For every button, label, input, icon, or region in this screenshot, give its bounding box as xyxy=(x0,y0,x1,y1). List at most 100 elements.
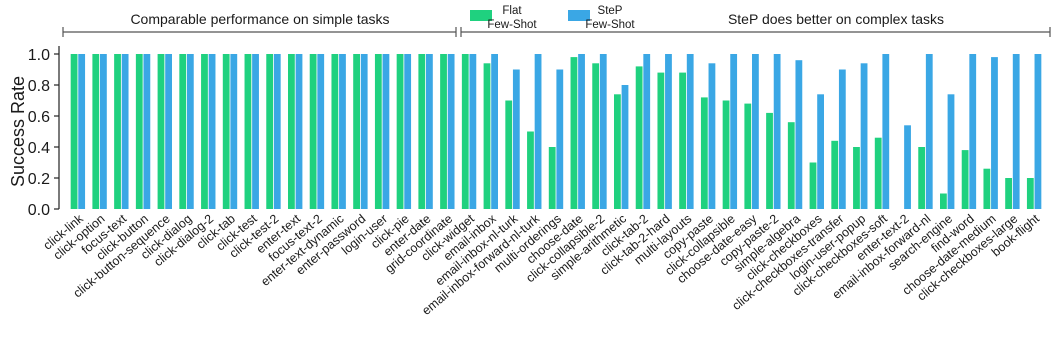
bar-step-multi-orderings xyxy=(556,69,564,209)
y-tick-label: 1.0 xyxy=(28,47,50,64)
bar-step-click-tab-2 xyxy=(643,54,651,209)
bar-flat-choose-date-medium xyxy=(983,168,991,209)
bar-flat-focus-text-2 xyxy=(309,54,317,209)
bar-step-click-checkboxes-large xyxy=(1012,54,1020,209)
bar-step-click-checkboxes-transfer xyxy=(838,69,846,209)
bar-step-click-test-2 xyxy=(273,54,281,209)
bar-flat-multi-orderings xyxy=(548,147,556,209)
legend-label-flat-line2: Few-Shot xyxy=(487,19,537,31)
bar-step-click-checkboxes xyxy=(817,94,824,209)
bar-flat-simple-algebra xyxy=(787,122,795,209)
bar-step-click-pie xyxy=(404,54,412,209)
bars xyxy=(70,54,1042,210)
annotation-complex: SteP does better on complex tasks xyxy=(460,11,1051,37)
legend-label-step-line1: SteP xyxy=(598,5,623,17)
bar-flat-email-inbox-forward-nl-turk xyxy=(527,131,534,209)
bar-flat-enter-text xyxy=(288,54,295,209)
bar-step-click-collapsible-2 xyxy=(599,54,607,209)
bar-step-click-link xyxy=(78,54,86,209)
y-tick-label: 0.2 xyxy=(28,171,50,188)
bar-step-grid-coordinate xyxy=(447,54,455,209)
bar-step-enter-text xyxy=(295,54,303,209)
bar-flat-click-test-2 xyxy=(266,54,274,209)
bar-step-email-inbox xyxy=(491,54,498,209)
bar-flat-grid-coordinate xyxy=(440,54,447,209)
y-axis: 0.0 0.2 0.4 0.6 0.8 1.0 xyxy=(28,46,60,219)
bar-flat-email-inbox-nl-turk xyxy=(505,100,513,209)
bar-step-enter-date xyxy=(426,54,433,209)
bar-flat-click-checkboxes-transfer xyxy=(831,140,839,209)
annotation-complex-text: SteP does better on complex tasks xyxy=(728,11,944,27)
bar-step-multi-layouts xyxy=(686,54,694,209)
bar-flat-simple-arithmetic xyxy=(614,94,621,209)
bar-step-choose-date xyxy=(578,54,585,209)
bar-flat-login-user-popup xyxy=(853,147,860,209)
bar-flat-click-tab-2 xyxy=(635,66,643,210)
bar-flat-multi-layouts xyxy=(679,72,686,209)
bar-step-enter-text-dynamic xyxy=(339,54,346,209)
bar-step-search-engine xyxy=(947,94,955,209)
bar-flat-click-checkboxes xyxy=(809,162,817,209)
annotation-simple: Comparable performance on simple tasks xyxy=(62,11,457,37)
y-tick-label: 0.4 xyxy=(28,140,50,157)
bar-step-email-inbox-forward-nl-turk xyxy=(534,54,542,209)
legend-swatch-step xyxy=(568,10,590,21)
bar-step-email-inbox-forward-nl xyxy=(925,54,933,209)
legend-label-flat-line1: Flat xyxy=(502,5,522,17)
bar-step-click-button-sequence xyxy=(165,54,172,209)
bar-flat-email-inbox-forward-nl xyxy=(918,147,926,209)
bar-step-enter-text-2 xyxy=(904,125,911,209)
bar-step-copy-paste xyxy=(708,63,716,209)
bar-step-click-dialog-2 xyxy=(208,54,216,209)
bar-flat-choose-date xyxy=(570,57,578,209)
bar-step-find-word xyxy=(969,54,977,209)
bar-step-click-button xyxy=(143,54,151,209)
bar-step-email-inbox-nl-turk xyxy=(512,69,520,209)
bar-flat-enter-date xyxy=(418,54,426,209)
bar-step-click-collapsible xyxy=(730,54,738,209)
bar-flat-click-test xyxy=(244,54,252,209)
bar-flat-click-checkboxes-soft xyxy=(874,137,882,209)
bar-step-click-widget xyxy=(469,54,477,209)
bar-flat-login-user xyxy=(374,54,382,209)
bar-step-click-option xyxy=(100,54,107,209)
bar-flat-click-dialog-2 xyxy=(201,54,208,209)
bar-flat-click-collapsible-2 xyxy=(592,63,600,209)
bar-flat-click-tab xyxy=(222,54,230,209)
bar-flat-copy-paste-2 xyxy=(766,112,773,209)
bar-step-click-tab-2-hard xyxy=(665,54,672,209)
bar-step-book-flight xyxy=(1034,54,1042,209)
legend: Flat Few-Shot SteP Few-Shot xyxy=(470,5,635,31)
bar-step-simple-algebra xyxy=(795,60,803,210)
bar-flat-click-widget xyxy=(461,54,469,209)
bar-flat-click-collapsible xyxy=(722,100,730,209)
bar-step-click-test xyxy=(252,54,259,209)
bar-step-login-user-popup xyxy=(860,63,868,209)
bar-flat-click-tab-2-hard xyxy=(657,72,665,209)
y-tick-label: 0.8 xyxy=(28,78,50,95)
x-axis-tick-labels: click-linkclick-optionfocus-textclick-bu… xyxy=(41,211,1043,318)
bar-flat-click-pie xyxy=(396,54,404,209)
bar-step-enter-password xyxy=(360,54,368,209)
bar-flat-click-option xyxy=(92,54,100,209)
bar-flat-enter-password xyxy=(353,54,360,209)
bar-flat-focus-text xyxy=(114,54,121,209)
bar-flat-search-engine xyxy=(940,193,947,209)
y-tick-label: 0.6 xyxy=(28,109,50,126)
bar-flat-click-button-sequence xyxy=(157,54,165,209)
bar-step-copy-paste-2 xyxy=(773,54,781,209)
bar-step-choose-date-medium xyxy=(991,57,998,209)
bar-step-simple-arithmetic xyxy=(621,85,629,209)
bar-step-click-checkboxes-soft xyxy=(882,54,890,209)
y-tick-label: 0.0 xyxy=(28,202,50,219)
bar-flat-book-flight xyxy=(1026,178,1034,209)
bar-flat-click-link xyxy=(70,54,78,209)
bar-flat-click-checkboxes-large xyxy=(1005,178,1012,209)
legend-swatch-flat xyxy=(470,10,492,21)
bar-flat-find-word xyxy=(961,150,969,209)
y-axis-label: Success Rate xyxy=(8,76,28,187)
bar-step-choose-date-easy xyxy=(752,54,759,209)
bar-flat-enter-text-dynamic xyxy=(331,54,339,209)
bar-step-click-dialog xyxy=(186,54,194,209)
